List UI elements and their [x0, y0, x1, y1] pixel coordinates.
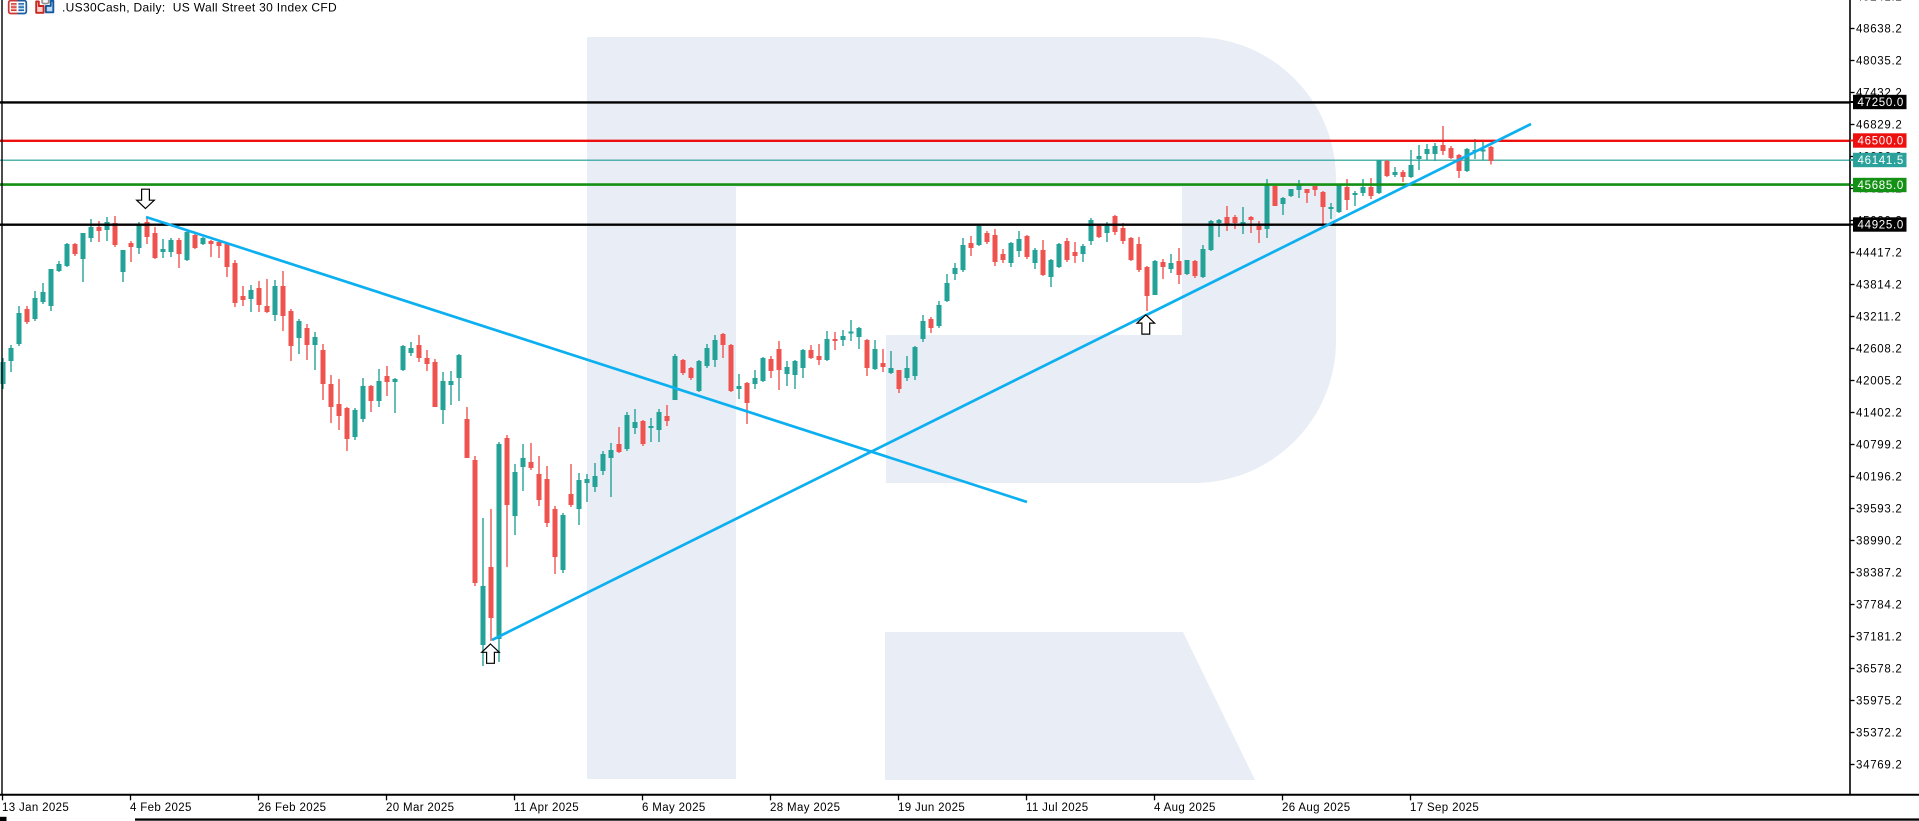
svg-text:46829.2: 46829.2 [1856, 120, 1902, 132]
svg-text:35372.2: 35372.2 [1856, 728, 1902, 740]
svg-text:40196.2: 40196.2 [1856, 472, 1902, 484]
svg-text:34769.2: 34769.2 [1856, 760, 1902, 772]
svg-text:47250.0: 47250.0 [1858, 97, 1904, 109]
svg-text:38387.2: 38387.2 [1856, 568, 1902, 580]
svg-text:26 Feb 2025: 26 Feb 2025 [258, 802, 326, 814]
svg-text:45685.0: 45685.0 [1858, 180, 1904, 192]
svg-text:48638.2: 48638.2 [1856, 24, 1902, 36]
svg-text:4 Aug 2025: 4 Aug 2025 [1154, 802, 1216, 814]
svg-text:26 Aug 2025: 26 Aug 2025 [1282, 802, 1350, 814]
svg-text:39593.2: 39593.2 [1856, 504, 1902, 516]
svg-text:43814.2: 43814.2 [1856, 280, 1902, 292]
svg-text:43211.2: 43211.2 [1856, 312, 1902, 324]
svg-text:35975.2: 35975.2 [1856, 696, 1902, 708]
svg-text:17 Sep 2025: 17 Sep 2025 [1410, 802, 1479, 814]
svg-text:11 Jul 2025: 11 Jul 2025 [1026, 802, 1088, 814]
svg-text:11 Apr 2025: 11 Apr 2025 [514, 802, 579, 814]
svg-text:41402.2: 41402.2 [1856, 408, 1902, 420]
svg-text:13 Jan 2025: 13 Jan 2025 [2, 802, 69, 814]
svg-text:46141.5: 46141.5 [1858, 155, 1904, 167]
svg-text:44417.2: 44417.2 [1856, 248, 1902, 260]
svg-text:44925.0: 44925.0 [1858, 220, 1904, 232]
svg-text:19 Jun 2025: 19 Jun 2025 [898, 802, 965, 814]
svg-text:49241.2: 49241.2 [1856, 0, 1902, 4]
svg-text:36578.2: 36578.2 [1856, 664, 1902, 676]
svg-text:48035.2: 48035.2 [1856, 56, 1902, 68]
svg-text:.US30Cash, Daily: US Wall Str: .US30Cash, Daily: US Wall Street 30 Inde… [62, 1, 337, 15]
svg-text:42005.2: 42005.2 [1856, 376, 1902, 388]
svg-text:4 Feb 2025: 4 Feb 2025 [130, 802, 192, 814]
svg-text:28 May 2025: 28 May 2025 [770, 802, 840, 814]
svg-text:37181.2: 37181.2 [1856, 632, 1902, 644]
svg-text:40799.2: 40799.2 [1856, 440, 1902, 452]
svg-text:46500.0: 46500.0 [1858, 136, 1904, 148]
svg-text:37784.2: 37784.2 [1856, 600, 1902, 612]
svg-text:38990.2: 38990.2 [1856, 536, 1902, 548]
svg-text:42608.2: 42608.2 [1856, 344, 1902, 356]
svg-text:20 Mar 2025: 20 Mar 2025 [386, 802, 454, 814]
svg-text:6 May 2025: 6 May 2025 [642, 802, 706, 814]
